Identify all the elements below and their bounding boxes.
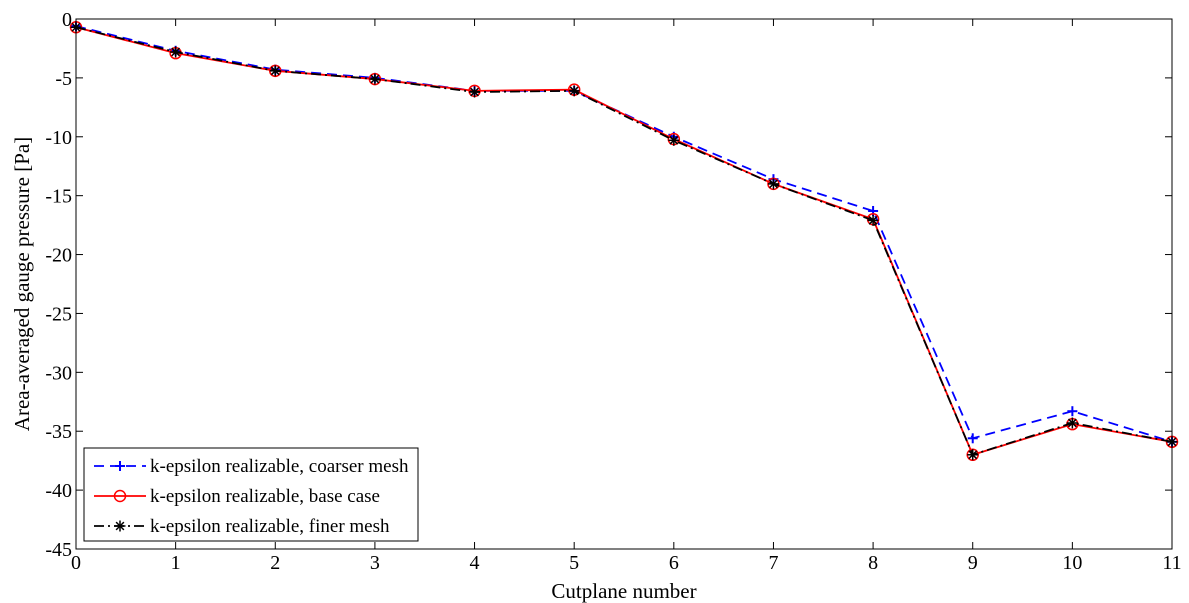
y-tick-label: -25 (45, 303, 72, 325)
y-tick-label: 0 (62, 9, 72, 31)
series-line-3 (75, 26, 1173, 456)
x-tick-label: 5 (569, 552, 579, 574)
data-point (369, 73, 381, 85)
x-tick-label: 10 (1062, 552, 1082, 574)
series-line-1 (75, 25, 1173, 443)
x-tick-label: 2 (270, 552, 280, 574)
y-tick-label: -35 (45, 421, 72, 443)
data-point (269, 65, 281, 77)
legend: k-epsilon realizable, coarser mesh k-epsi… (83, 447, 419, 542)
x-tick-label: 4 (470, 552, 480, 574)
data-point (668, 134, 680, 146)
y-axis: 0 -5 -10 -15 -20 -25 -30 -35 -40 -45 (45, 9, 1172, 561)
x-tick-label: 8 (868, 552, 878, 574)
data-point (1066, 417, 1078, 429)
data-point (867, 214, 879, 226)
data-point (967, 449, 979, 461)
x-tick-label: 6 (669, 552, 679, 574)
legend-marker (114, 520, 126, 532)
legend-item-1: k-epsilon realizable, coarser mesh (94, 456, 409, 477)
plot-frame (75, 18, 1173, 550)
legend-label: k-epsilon realizable, coarser mesh (150, 456, 409, 477)
legend-marker (113, 489, 127, 503)
x-tick-label: 0 (71, 552, 81, 574)
data-point (967, 433, 978, 444)
y-tick-label: -15 (45, 186, 72, 208)
data-point (767, 178, 779, 190)
legend-item-2: k-epsilon realizable, base case (94, 486, 380, 507)
y-tick-label: -45 (45, 539, 72, 561)
legend-label: k-epsilon realizable, base case (150, 486, 380, 507)
x-tick-label: 3 (370, 552, 380, 574)
x-tick-label: 11 (1162, 552, 1181, 574)
series-layer (69, 20, 1179, 462)
y-tick-label: -40 (45, 480, 72, 502)
data-point (568, 85, 580, 97)
y-tick-label: -30 (45, 362, 72, 384)
x-tick-label: 9 (968, 552, 978, 574)
x-tick-label: 1 (171, 552, 181, 574)
legend-marker (115, 461, 125, 471)
y-tick-label: -5 (55, 68, 72, 90)
legend-label: k-epsilon realizable, finer mesh (150, 516, 390, 537)
y-tick-label: -10 (45, 127, 72, 149)
data-point (469, 86, 481, 98)
data-point (1067, 406, 1078, 417)
y-axis-label: Area-averaged gauge pressure [Pa] (10, 137, 34, 431)
y-tick-label: -20 (45, 245, 72, 267)
data-point (170, 46, 182, 58)
x-axis-label: Cutplane number (551, 579, 696, 603)
x-tick-label: 7 (768, 552, 778, 574)
x-axis: 0 1 2 3 4 5 6 7 8 9 10 11 (71, 19, 1182, 574)
legend-item-3: k-epsilon realizable, finer mesh (94, 516, 390, 537)
